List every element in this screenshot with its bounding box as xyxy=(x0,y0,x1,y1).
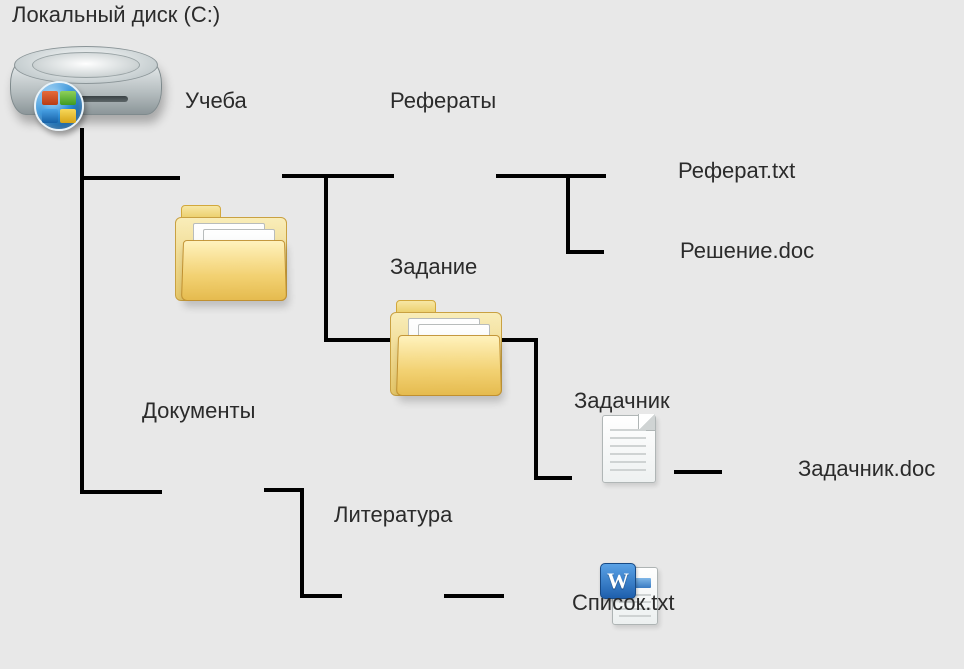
folder-literatura-label: Литература xyxy=(334,502,452,528)
folder-zadanie-label: Задание xyxy=(390,254,477,280)
folder-zadachnik-label: Задачник xyxy=(574,388,670,414)
folder-referaty-icon xyxy=(390,300,500,395)
disk-icon xyxy=(10,40,160,125)
windows-orb-icon xyxy=(34,81,84,131)
folder-referaty-label: Рефераты xyxy=(390,88,496,114)
file-tree-diagram: Локальный диск (C:) Учеба Рефераты Рефер… xyxy=(0,0,964,669)
folder-ucheba-icon xyxy=(175,205,285,300)
folder-dokumenty-label: Документы xyxy=(142,398,255,424)
file-spisok-txt-label: Список.txt xyxy=(572,590,675,616)
file-referat-txt-label: Реферат.txt xyxy=(678,158,795,184)
root-label: Локальный диск (C:) xyxy=(12,2,220,28)
file-reshenie-doc-label: Решение.doc xyxy=(680,238,814,264)
file-referat-txt-icon xyxy=(602,415,654,481)
file-zadachnik-doc-label: Задачник.doc xyxy=(798,456,935,482)
folder-ucheba-label: Учеба xyxy=(185,88,247,114)
